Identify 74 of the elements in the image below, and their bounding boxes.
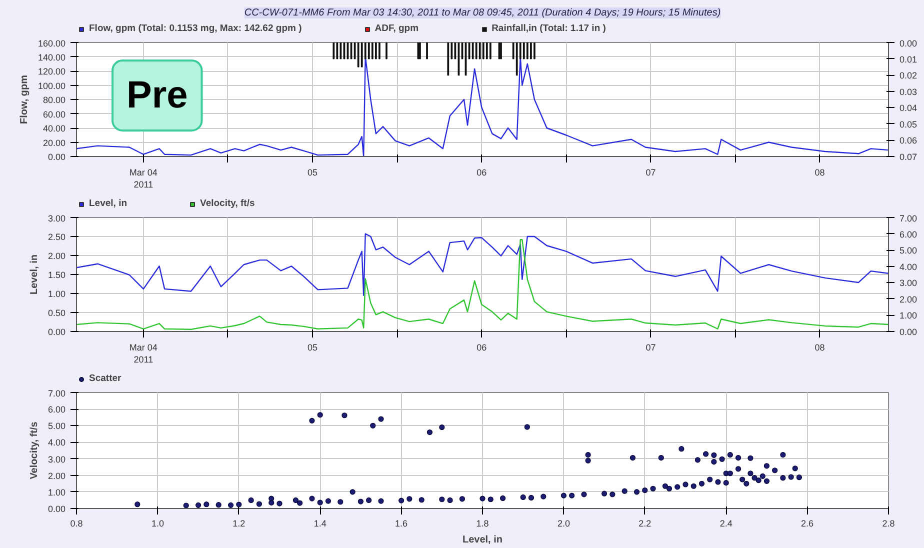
y2-tick-label: 0.00 — [900, 327, 918, 337]
y2-tick-label: 0.02 — [900, 70, 918, 81]
legend-label: Level, in — [89, 198, 128, 209]
y2-tick-label: 0.06 — [900, 136, 918, 146]
y2-tick-label: 4.00 — [900, 262, 918, 272]
y-tick-label: 4.00 — [48, 438, 66, 448]
y-tick-label: 2.50 — [48, 232, 66, 242]
x-tick-label: 1.2 — [232, 518, 246, 528]
y2-tick-label: 0.04 — [900, 103, 918, 114]
y2-tick-label: 3.00 — [900, 278, 918, 288]
y-tick-label: 2.00 — [48, 251, 66, 261]
x-tick-label: 08 — [814, 168, 825, 178]
x-tick-label: 07 — [646, 168, 656, 178]
y-axis-title: Flow, gpm — [18, 74, 30, 124]
x-tick-label: 05 — [308, 168, 318, 178]
x-tick-label: 2.0 — [557, 518, 570, 528]
y2-tick-label: 1.00 — [900, 310, 918, 321]
y-tick-label: 20.00 — [42, 138, 66, 148]
y-tick-label: 0.00 — [48, 504, 66, 514]
y2-tick-label: 0.01 — [900, 54, 918, 64]
line-series — [76, 233, 888, 296]
legend-label: Scatter — [89, 373, 122, 384]
y-tick-label: 0.50 — [48, 308, 66, 318]
x-axis-title: Level, in — [462, 534, 503, 546]
y-axis-title: Level, in — [28, 254, 40, 295]
y-tick-label: 1.00 — [48, 289, 66, 299]
y-axis-title: Velocity, ft/s — [28, 421, 40, 480]
x-tick-label: 05 — [308, 342, 318, 352]
x-tick-label: 06 — [476, 342, 487, 352]
x-tick-label: 07 — [646, 342, 656, 352]
y2-tick-label: 2.00 — [900, 294, 918, 304]
x-tick-label: Mar 04 2011 — [129, 342, 158, 364]
y-tick-label: 0.00 — [48, 152, 66, 162]
y-tick-label: 7.00 — [48, 388, 66, 398]
y-tick-label: 0.00 — [48, 327, 66, 337]
y-tick-label: 40.00 — [42, 124, 66, 134]
y-tick-label: 1.00 — [48, 487, 66, 498]
y-tick-label: 60.00 — [42, 109, 66, 120]
x-tick-label: 1.0 — [151, 518, 164, 528]
y-tick-label: 3.00 — [48, 214, 66, 224]
x-tick-label: 06 — [476, 168, 487, 178]
y-tick-label: 120.00 — [38, 66, 66, 76]
y2-tick-label: 0.00 — [900, 38, 918, 48]
y2-tick-label: 6.00 — [900, 229, 918, 240]
x-tick-label: 2.2 — [638, 518, 652, 528]
x-tick-label: 2.6 — [801, 518, 814, 528]
x-tick-label: 2.8 — [882, 518, 895, 528]
x-tick-label: 2.4 — [720, 518, 732, 528]
x-tick-label: 0.8 — [70, 518, 83, 528]
y2-tick-label: 7.00 — [900, 214, 918, 224]
y2-tick-label: 0.03 — [900, 86, 918, 97]
chart-title: CC-CW-071-MM6 From Mar 03 14:30, 2011 to Mar 08 09:45, 2011 (Duration 4 Days; 19 Hours; 15 Minutes) — [244, 8, 721, 18]
x-tick-label: 1.6 — [395, 518, 408, 528]
y-tick-label: 140.00 — [38, 52, 66, 62]
x-tick-label: 1.4 — [314, 518, 326, 528]
annotation: Pre — [126, 74, 188, 116]
y-tick-label: 80.00 — [42, 95, 66, 105]
y-tick-label: 100.00 — [38, 80, 66, 91]
y-tick-label: 6.00 — [48, 404, 66, 415]
y-tick-label: 160.00 — [38, 38, 66, 48]
y-tick-label: 3.00 — [48, 454, 66, 464]
y2-tick-label: 0.05 — [900, 119, 918, 130]
y-tick-label: 5.00 — [48, 421, 66, 432]
legend-label: Rainfall,in (Total: 1.17 in ) — [492, 23, 606, 34]
legend-label: ADF, gpm — [374, 23, 419, 34]
y-tick-label: 1.50 — [48, 270, 66, 280]
y-tick-label: 2.00 — [48, 470, 66, 481]
legend-label: Flow, gpm (Total: 0.1153 mg, Max: 142.62 gpm ) — [89, 23, 302, 34]
y2-tick-label: 5.00 — [900, 246, 918, 256]
x-tick-label: 1.8 — [476, 518, 489, 528]
x-tick-label: 08 — [814, 342, 825, 352]
legend-label: Velocity, ft/s — [200, 198, 255, 209]
y2-tick-label: 0.07 — [900, 152, 918, 162]
x-tick-label: Mar 04 2011 — [129, 168, 158, 190]
